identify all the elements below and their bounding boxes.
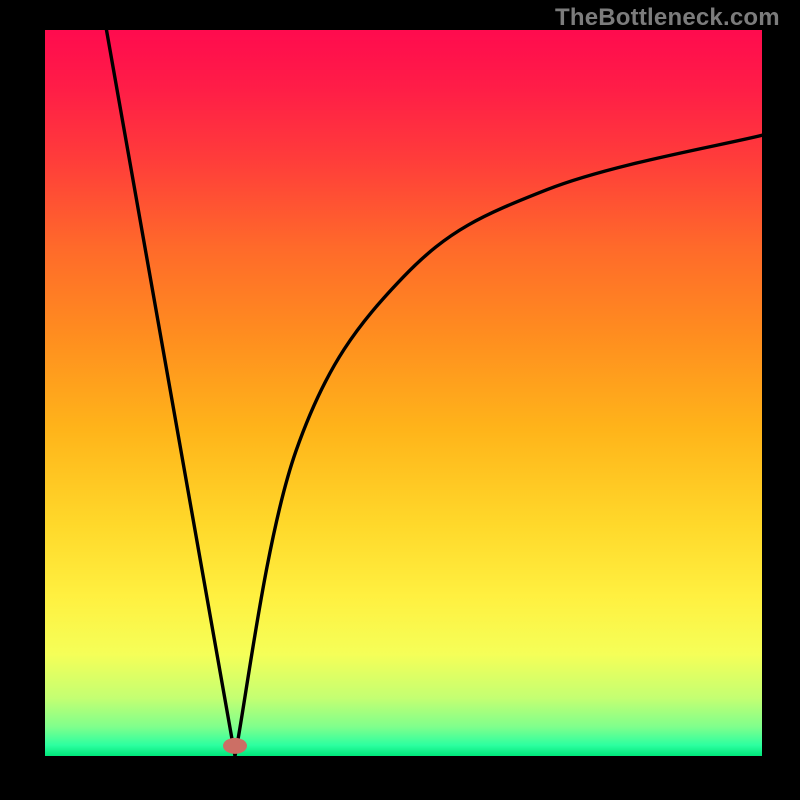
plot-area xyxy=(45,30,762,756)
watermark-text: TheBottleneck.com xyxy=(555,4,780,32)
gradient-backdrop xyxy=(45,30,762,756)
chart-frame: TheBottleneck.com xyxy=(0,0,800,800)
vertex-marker xyxy=(223,738,247,754)
chart-svg xyxy=(45,30,762,756)
